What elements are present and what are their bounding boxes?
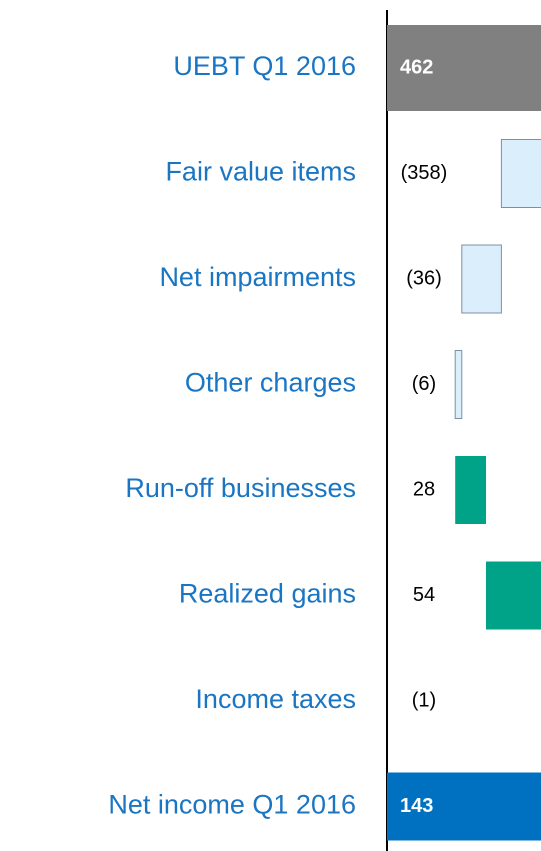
value-label: (358) [401,162,448,184]
value-label: (36) [406,267,442,289]
value-label: (6) [412,373,436,395]
value-label: 28 [413,478,435,500]
bar [500,139,541,208]
bar [387,25,541,111]
category-label: Realized gains [179,579,356,609]
category-label: Net income Q1 2016 [108,790,356,820]
category-label: Fair value items [165,157,356,187]
category-label: UEBT Q1 2016 [173,51,356,81]
category-label: Other charges [185,368,356,398]
category-label: Run-off businesses [125,473,356,503]
value-label: (1) [412,689,436,711]
bar [454,350,463,419]
value-label: 143 [400,795,433,817]
category-label: Net impairments [159,262,356,292]
category-label: Income taxes [195,684,356,714]
bar [486,561,541,630]
bar [387,772,541,841]
bar [461,244,502,314]
bar [455,456,486,524]
value-label: 462 [400,56,433,78]
value-label: 54 [413,584,435,606]
